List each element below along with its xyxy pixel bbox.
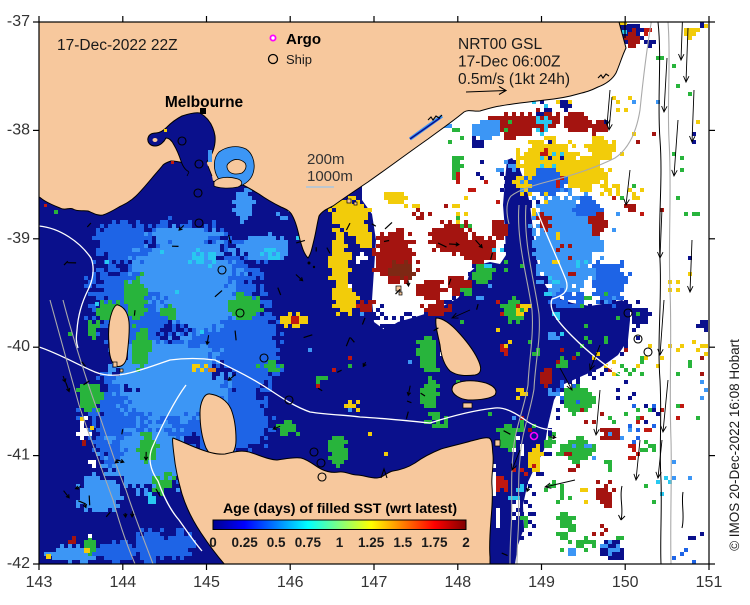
svg-text:NRT00 GSL: NRT00 GSL (458, 36, 543, 53)
svg-text:143: 143 (26, 574, 53, 591)
svg-text:151: 151 (696, 574, 723, 591)
svg-text:Melbourne: Melbourne (165, 94, 244, 111)
svg-text:-42: -42 (7, 555, 30, 572)
svg-text:17-Dec 06:00Z: 17-Dec 06:00Z (458, 54, 561, 71)
svg-text:17-Dec-2022 22Z: 17-Dec-2022 22Z (57, 37, 178, 54)
svg-text:1: 1 (336, 535, 344, 550)
svg-text:1.75: 1.75 (421, 535, 448, 550)
svg-text:150: 150 (612, 574, 639, 591)
svg-text:0.75: 0.75 (295, 535, 322, 550)
svg-text:Argo: Argo (286, 31, 321, 48)
svg-text:-38: -38 (7, 121, 30, 138)
svg-text:© IMOS 20-Dec-2022 16:08 Hobar: © IMOS 20-Dec-2022 16:08 Hobart (727, 339, 742, 551)
svg-text:1.5: 1.5 (393, 535, 412, 550)
svg-text:145: 145 (193, 574, 220, 591)
svg-text:0.25: 0.25 (231, 535, 258, 550)
svg-text:200m: 200m (307, 151, 345, 168)
svg-text:0.5: 0.5 (267, 535, 286, 550)
svg-text:1000m: 1000m (307, 168, 353, 185)
svg-text:147: 147 (361, 574, 388, 591)
svg-text:-41: -41 (7, 447, 30, 464)
svg-text:148: 148 (444, 574, 471, 591)
svg-text:-40: -40 (7, 338, 30, 355)
svg-text:2: 2 (462, 535, 470, 550)
svg-text:144: 144 (109, 574, 136, 591)
svg-text:0: 0 (209, 535, 217, 550)
svg-text:Ship: Ship (286, 52, 312, 67)
svg-text:1.25: 1.25 (358, 535, 385, 550)
svg-text:149: 149 (528, 574, 555, 591)
svg-text:146: 146 (277, 574, 304, 591)
svg-text:-39: -39 (7, 230, 30, 247)
svg-text:0.5m/s (1kt 24h): 0.5m/s (1kt 24h) (458, 71, 570, 88)
svg-text:-37: -37 (7, 13, 30, 30)
svg-text:Age (days) of filled SST (wrt: Age (days) of filled SST (wrt latest) (223, 501, 457, 517)
